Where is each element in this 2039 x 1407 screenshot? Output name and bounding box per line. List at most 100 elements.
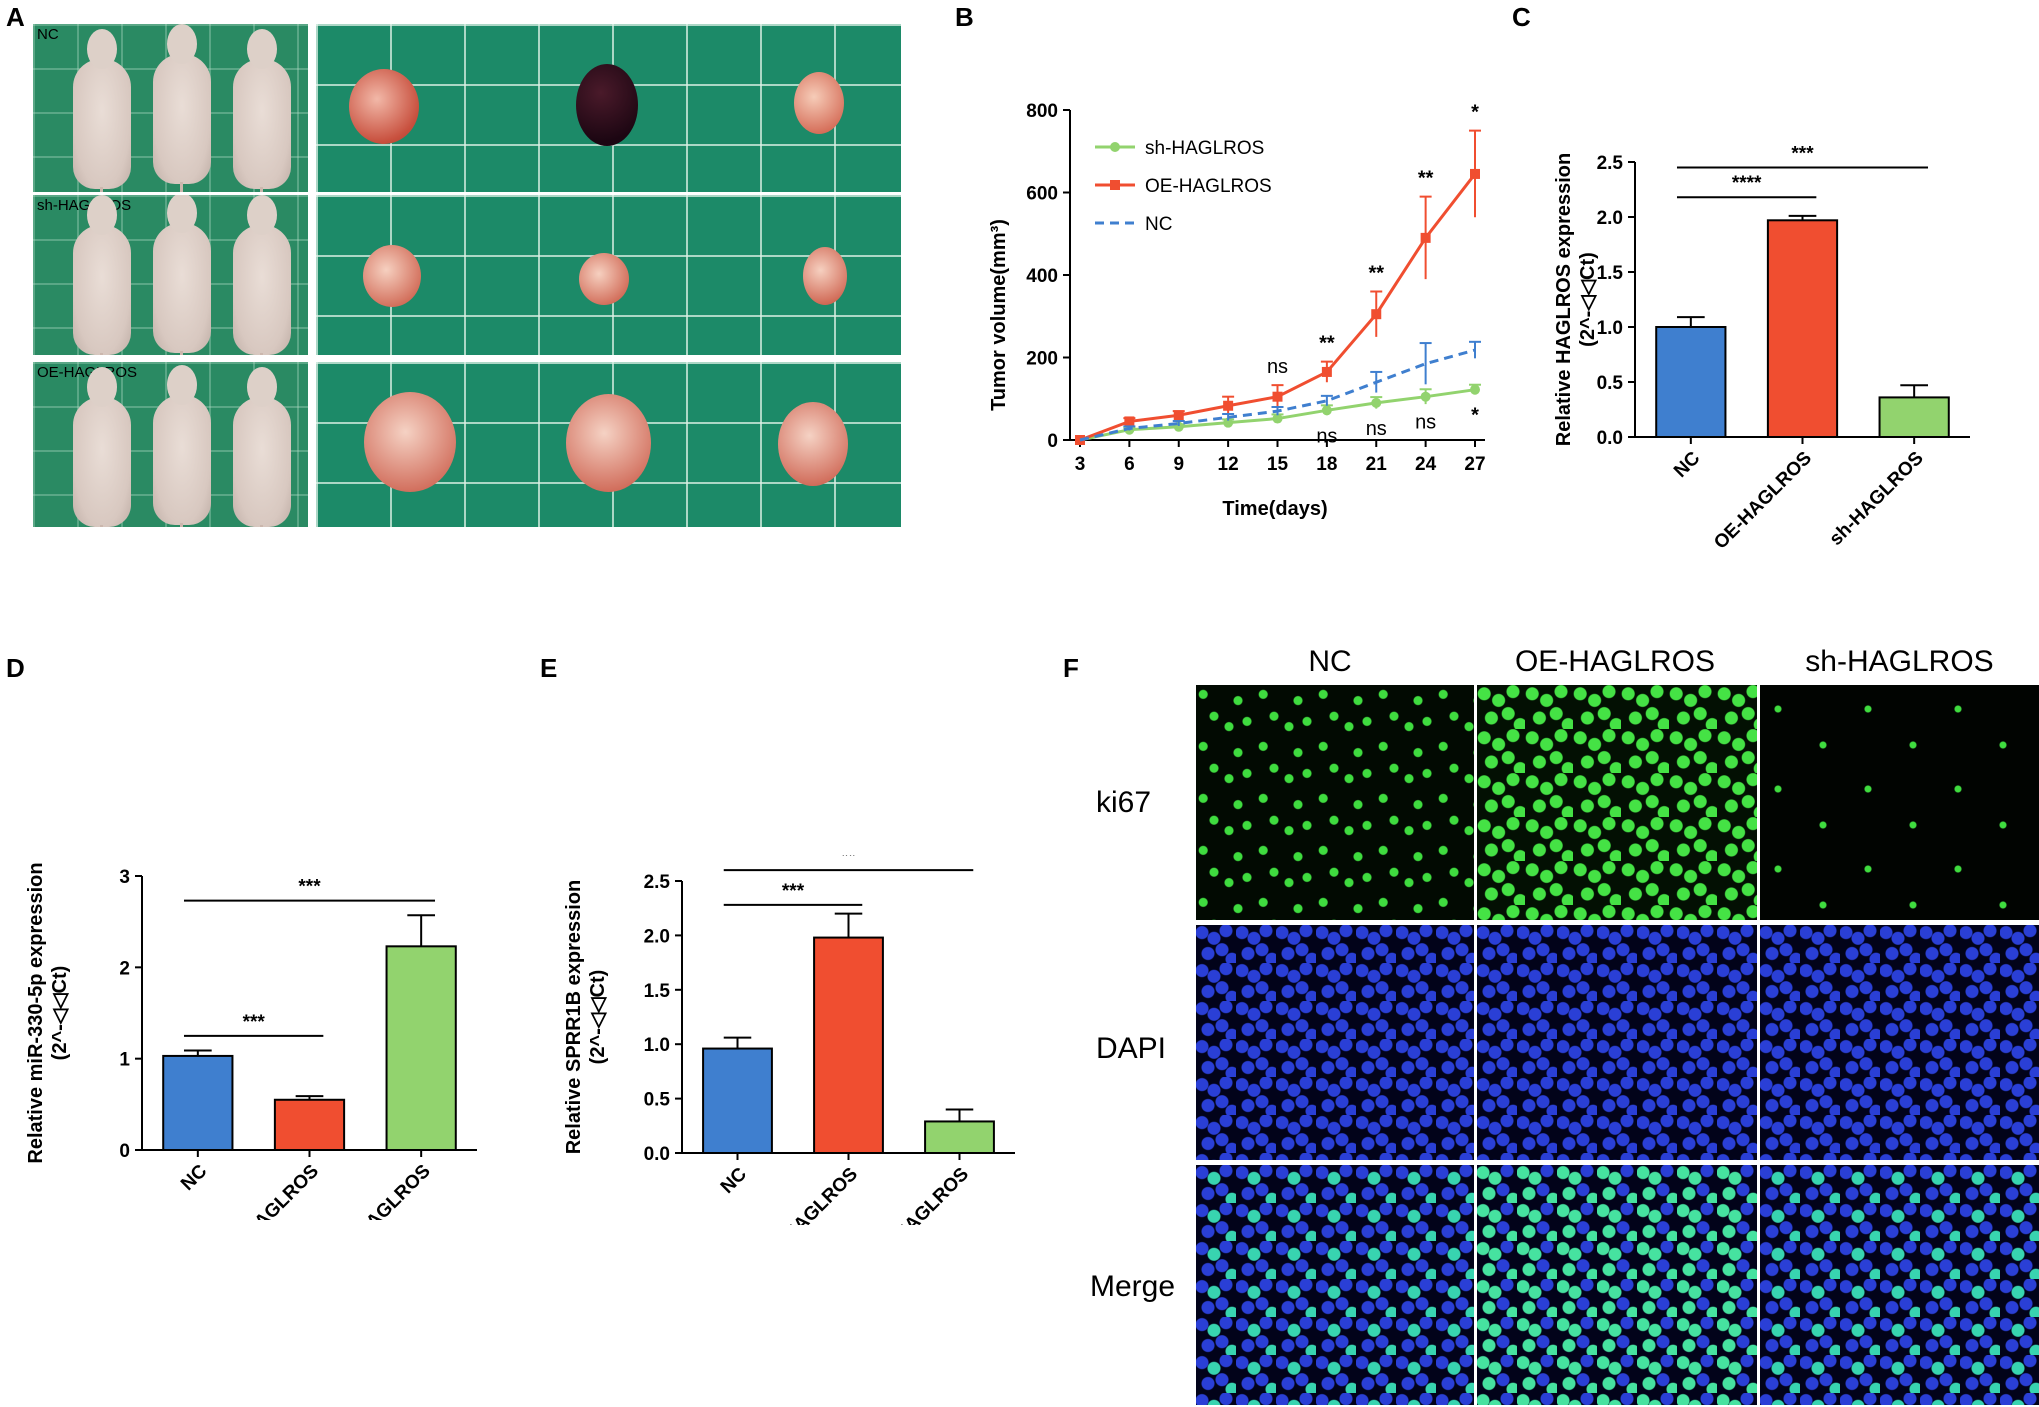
chart-b-point: [1321, 405, 1332, 416]
significance-label: ***: [1791, 144, 1814, 165]
tumor: [566, 394, 651, 492]
chart-b-legend-label: sh-HAGLROS: [1145, 138, 1264, 159]
bar-2: [385, 945, 457, 1152]
chart-b-ytick-label: 600: [1026, 184, 1058, 205]
bar-0: [162, 1054, 234, 1151]
bar-chart-ytick-label: 3: [119, 867, 130, 888]
bar-chart-ytick-label: 0.5: [644, 1090, 671, 1111]
significance-label: ****: [1732, 173, 1762, 194]
chart-b-legend-marker: [1110, 180, 1120, 190]
tumor: [576, 64, 638, 146]
micro-dapi-oe: [1477, 925, 1757, 1160]
bar-chart-ylabel: Relative SPRR1B expression: [563, 880, 585, 1155]
mouse: [73, 367, 131, 527]
bar-chart-ytick-label: 2.0: [644, 926, 670, 947]
mouse: [153, 365, 211, 527]
significance-label: ***: [298, 877, 321, 898]
bar-chart-ylabel2: (2^-◁◁Ct): [587, 970, 609, 1065]
bar-chart-ytick-label: 0.0: [1597, 428, 1623, 449]
photo-label-nc: NC: [37, 26, 59, 43]
chart-e: 0.0 0.5 1.0 1.5 2.0 2.5 NC OE-HAGLROS sh-HAGLROS…: [563, 855, 1015, 1225]
chart-b-ytick-label: 0: [1047, 431, 1058, 452]
micro-dapi-nc: [1196, 925, 1474, 1160]
chart-b-point: [1173, 410, 1184, 421]
micro-merge-nc: [1196, 1165, 1474, 1405]
chart-b-annotation-bottom: ns: [1316, 425, 1337, 447]
chart-b-ytick-label: 200: [1026, 349, 1058, 370]
micro-ki67-oe: [1477, 685, 1757, 920]
chart-b-point: [1470, 384, 1480, 395]
chart-b-annotation-top: ns: [1267, 356, 1288, 378]
chart-b-annotation-bottom: *: [1471, 405, 1479, 427]
bar-chart-ytick-label: 1.0: [644, 1035, 670, 1056]
panel-letter-c: C: [1512, 2, 1531, 32]
panel-letter-b: B: [955, 2, 974, 32]
tumor: [778, 402, 848, 486]
bar-chart-ytick-label: 0.0: [644, 1144, 670, 1165]
chart-b-xlabel: Time(days): [1222, 498, 1327, 520]
chart-c: 0.0 0.5 1.0 1.5 2.0 2.5 NC OE-HAGLROS sh-HAGLROS…: [1553, 144, 1970, 554]
mouse: [233, 29, 291, 192]
mouse: [153, 195, 211, 355]
f-row-label-ki67: ki67: [1096, 786, 1152, 819]
photo-label-sh: sh-HAGLROS: [37, 197, 132, 214]
bar-chart-xtick-label: NC: [1670, 447, 1704, 481]
f-row-label-merge: Merge: [1090, 1270, 1176, 1303]
bar-chart-ytick-label: 2: [119, 958, 130, 979]
significance-label: ***: [782, 881, 805, 902]
tumor: [363, 245, 421, 307]
mouse-photo-oe: OE-HAGLROS: [33, 362, 308, 527]
chart-b-point: [1420, 391, 1431, 402]
mouse: [153, 24, 211, 192]
panel-letter-d: D: [6, 653, 25, 683]
chart-b-ytick-label: 400: [1026, 266, 1058, 287]
bar-chart-ytick-label: 0.5: [1597, 373, 1624, 394]
significance-label: ***: [243, 1012, 266, 1033]
mouse: [73, 29, 131, 192]
bar-1: [813, 936, 884, 1154]
photo-label-oe: OE-HAGLROS: [37, 364, 138, 381]
bar-chart-ytick-label: 2.0: [1597, 208, 1623, 229]
bar-chart-ytick-label: 1.0: [1597, 318, 1623, 339]
chart-b-annotation-top: *: [1471, 102, 1479, 124]
bar-chart-xtick-label: sh-HAGLROS: [1826, 448, 1928, 550]
bar-chart-xtick-label: NC: [177, 1160, 211, 1194]
tumor-photo-nc: [316, 24, 901, 192]
bar-chart-xtick-label: sh-HAGLROS: [871, 1164, 973, 1225]
bar-chart-ytick-label: 0: [119, 1141, 130, 1162]
bar-1: [1766, 219, 1839, 438]
bar-chart-ytick-label: 1: [119, 1050, 130, 1071]
chart-b-xtick-label: 27: [1464, 454, 1485, 475]
bar-chart-ylabel: Relative HAGLROS expression: [1553, 153, 1575, 446]
chart-b-annotation-top: **: [1319, 333, 1335, 355]
bar-0: [1655, 326, 1727, 438]
bar-chart-xtick-label: sh-HAGLROS: [333, 1161, 435, 1220]
chart-b-legend-label: NC: [1145, 214, 1172, 235]
chart-b-xtick-label: 15: [1267, 454, 1289, 475]
significance-label: **: [841, 855, 856, 867]
chart-b-point: [1223, 417, 1234, 428]
panel-letter-e: E: [540, 653, 558, 683]
micro-merge-oe: [1477, 1165, 1757, 1405]
chart-b-point: [1371, 397, 1382, 408]
chart-b-xtick-label: 21: [1366, 454, 1388, 475]
chart-b-xtick-label: 18: [1316, 454, 1337, 475]
bar-chart-ylabel: Relative miR-330-5p expression: [25, 862, 47, 1163]
bar-chart-ytick-label: 1.5: [1597, 263, 1624, 284]
bar-chart-ylabel2: (2^-◁◁Ct): [1577, 252, 1599, 347]
chart-b-xtick-label: 9: [1173, 454, 1184, 475]
tumor: [803, 247, 847, 305]
chart-b-xtick-label: 6: [1124, 454, 1135, 475]
chart-b: Tumor volume(mm³) Time(days) 0 200 400 600 8…: [988, 101, 1486, 520]
bar-chart-xtick-label: OE-HAGLROS: [1710, 448, 1816, 554]
bar-2: [1878, 396, 1950, 438]
bar-chart-ytick-label: 1.5: [644, 981, 671, 1002]
chart-d: 0 1 2 3 NC OE-HAGLROS sh-HAGLROS *** *** Relative…: [25, 862, 477, 1220]
mouse-photo-nc: NC: [33, 24, 308, 192]
micro-dapi-sh: [1760, 925, 2039, 1160]
chart-b-legend-label: OE-HAGLROS: [1145, 176, 1272, 197]
chart-b-point: [1223, 400, 1234, 411]
chart-b-annotation-bottom: ns: [1415, 412, 1436, 434]
bar-chart-ylabel2: (2^-◁◁Ct): [49, 966, 71, 1061]
f-row-label-dapi: DAPI: [1096, 1032, 1167, 1065]
